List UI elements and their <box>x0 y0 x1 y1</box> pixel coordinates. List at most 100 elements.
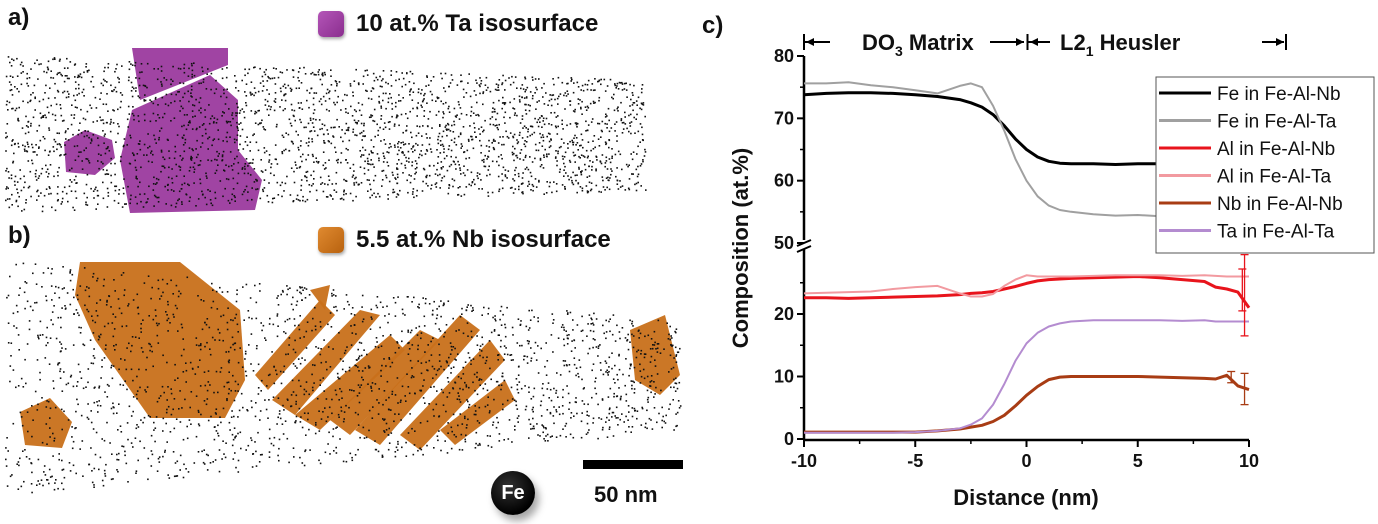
atom-point <box>209 190 211 192</box>
atom-point <box>218 152 220 155</box>
atom-point <box>295 164 297 166</box>
atom-point <box>127 185 129 188</box>
atom-point <box>132 106 134 108</box>
atom-point <box>306 179 308 182</box>
atom-point <box>628 411 630 413</box>
atom-point <box>433 368 436 370</box>
atom-point <box>123 138 126 140</box>
atom-point <box>304 73 307 75</box>
atom-point <box>172 293 174 295</box>
atom-point <box>253 133 255 135</box>
atom-point <box>234 317 236 319</box>
atom-point <box>219 180 222 182</box>
atom-point <box>668 333 670 336</box>
atom-point <box>546 153 548 155</box>
atom-point <box>387 82 389 85</box>
atom-point <box>284 420 287 422</box>
atom-point <box>260 322 262 324</box>
atom-point <box>261 329 263 332</box>
atom-point <box>31 146 34 149</box>
atom-point <box>86 173 89 176</box>
atom-point <box>71 436 73 438</box>
atom-point <box>235 87 237 89</box>
atom-point <box>640 185 642 187</box>
atom-point <box>354 454 357 456</box>
atom-point <box>438 305 440 308</box>
atom-point <box>332 428 335 430</box>
atom-point <box>674 390 677 392</box>
atom-point <box>266 108 269 111</box>
atom-point <box>493 108 496 111</box>
atom-point <box>150 434 153 437</box>
atom-point <box>13 325 15 327</box>
atom-point <box>253 168 256 170</box>
atom-point <box>178 165 180 168</box>
atom-point <box>73 114 76 116</box>
atom-point <box>496 416 498 419</box>
atom-point <box>374 383 377 385</box>
atom-point <box>28 320 31 322</box>
atom-point <box>63 119 65 122</box>
atom-point <box>327 346 330 348</box>
atom-point <box>581 329 584 332</box>
atom-point <box>62 91 64 94</box>
atom-point <box>182 438 185 441</box>
atom-point <box>390 409 392 411</box>
atom-point <box>158 117 161 119</box>
atom-point <box>467 138 470 141</box>
atom-point <box>229 429 231 431</box>
atom-point <box>504 122 506 124</box>
atom-point <box>486 404 489 406</box>
atom-point <box>313 92 316 94</box>
atom-point <box>675 355 677 357</box>
atom-point <box>367 383 369 385</box>
atom-point <box>182 82 185 85</box>
atom-point <box>226 121 228 124</box>
atom-point <box>605 331 608 333</box>
atom-point <box>181 326 184 329</box>
atom-point <box>503 345 506 347</box>
atom-point <box>550 104 553 107</box>
atom-point <box>540 347 542 350</box>
atom-point <box>544 365 546 368</box>
atom-point <box>467 335 469 337</box>
atom-point <box>530 125 533 128</box>
atom-point <box>286 293 288 296</box>
atom-point <box>28 458 31 460</box>
atom-point <box>478 128 480 130</box>
atom-point <box>581 84 584 87</box>
atom-point <box>581 378 583 381</box>
atom-point <box>401 340 403 343</box>
atom-point <box>143 143 146 146</box>
atom-point <box>306 170 309 173</box>
atom-point <box>526 86 529 89</box>
atom-point <box>385 107 387 110</box>
atom-point <box>212 300 215 303</box>
atom-point <box>421 89 423 91</box>
atom-point <box>315 422 317 424</box>
atom-point <box>468 73 470 75</box>
atom-point <box>396 342 399 344</box>
atom-point <box>367 160 369 162</box>
atom-point <box>595 377 597 379</box>
atom-point <box>616 179 619 182</box>
atom-point <box>61 347 63 349</box>
atom-point <box>22 144 24 147</box>
atom-point <box>204 321 206 324</box>
atom-point <box>207 370 210 372</box>
atom-point <box>459 186 461 188</box>
atom-point <box>524 140 526 142</box>
atom-point <box>311 140 314 143</box>
atom-point <box>305 330 308 333</box>
atom-point <box>95 310 98 312</box>
atom-point <box>632 94 634 96</box>
atom-point <box>16 57 18 60</box>
atom-point <box>10 65 13 67</box>
atom-point <box>69 270 71 273</box>
atom-point <box>247 165 249 167</box>
atom-point <box>32 309 34 312</box>
atom-point <box>597 80 599 83</box>
atom-point <box>93 387 96 389</box>
atom-point <box>349 167 352 169</box>
atom-point <box>420 362 423 364</box>
